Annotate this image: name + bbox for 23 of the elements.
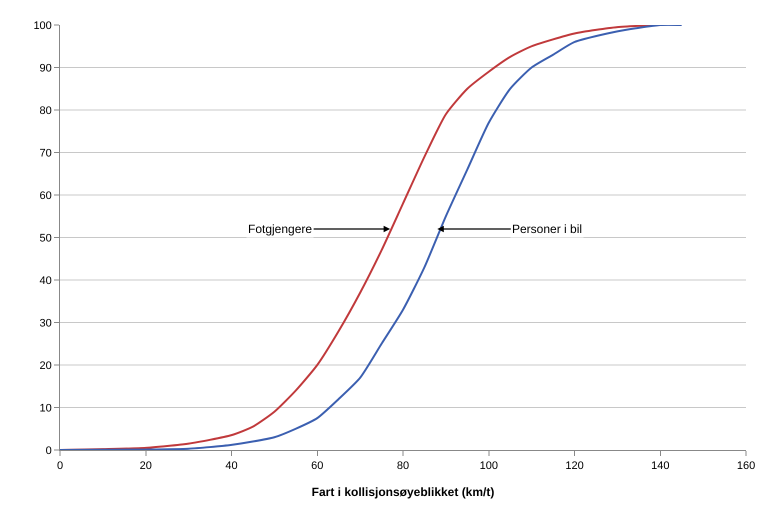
x-tick-label: 100 <box>480 460 498 472</box>
x-tick-label: 120 <box>565 460 584 472</box>
annotation: Personer i bil <box>512 222 582 236</box>
y-tick-label: 70 <box>40 147 52 160</box>
y-tick-label: 0 <box>46 444 52 457</box>
x-tick-label: 40 <box>225 460 238 472</box>
x-tick-label: 60 <box>311 460 324 472</box>
y-tick-label: 50 <box>40 232 52 244</box>
y-tick-label: 90 <box>40 62 52 74</box>
y-tick-label: 40 <box>40 274 52 287</box>
x-tick-label: 20 <box>140 460 152 472</box>
x-tick-label: 80 <box>396 460 410 472</box>
y-tick-label: 10 <box>40 402 52 414</box>
y-tick-label: 80 <box>40 104 52 117</box>
x-tick-label: 140 <box>651 460 670 472</box>
y-tick-label: 60 <box>40 190 52 202</box>
x-axis-title: Fart i kollisjonsøyeblikket (km/t) <box>312 485 494 499</box>
x-tick-label: 0 <box>56 460 64 472</box>
y-tick-label: 100 <box>33 20 52 32</box>
annotation: Fotgjengere <box>248 222 312 236</box>
y-tick-label: 30 <box>40 317 52 330</box>
y-tick-label: 20 <box>40 360 52 372</box>
x-tick-label: 160 <box>736 460 756 472</box>
